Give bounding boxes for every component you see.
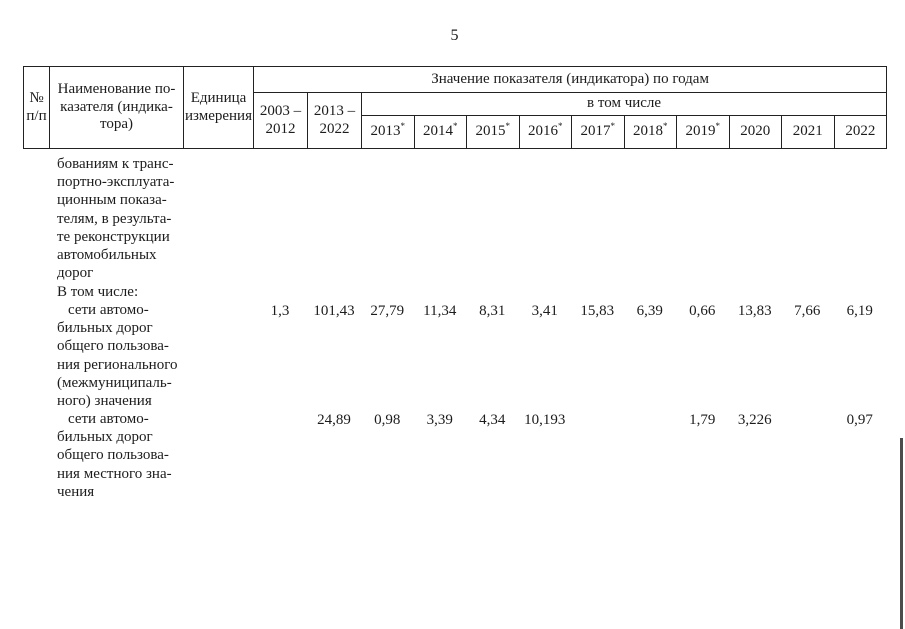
value-cell: 6,19 [846,303,873,319]
value-cell: 0,66 [689,303,716,319]
value-cell: 8,31 [479,303,506,319]
value-cell: 10,193 [524,412,566,428]
year-column-header-2019: 2019* [677,116,730,149]
value-cell: 6,39 [636,303,663,319]
col-header-including: в том числе [362,93,888,116]
year-column-header-2017: 2017* [572,116,625,149]
value-cell: 15,83 [580,303,615,319]
value-cell: 3,41 [531,303,558,319]
indicator-table-header: № п/п Наименование по- казателя (индика-… [23,66,888,149]
value-cell [571,411,624,429]
year-column-header-2022: 2022 [834,116,888,149]
year-column-header-2018: 2018* [624,116,677,149]
value-cell: 7,66 [794,303,821,319]
col-header-num: № п/п [24,67,50,149]
value-cell: 3,226 [737,412,772,428]
scan-edge-artifact [900,438,903,629]
row-regional-values: 1,3 101,43 27,79 11,34 8,31 3,41 15,83 6… [253,302,886,320]
year-column-header-2013: 2013* [362,116,415,149]
year-column-header-2020: 2020 [729,116,782,149]
col-header-unit: Единица измерения [184,67,254,149]
value-cell: 0,98 [374,412,401,428]
value-cell: 24,89 [317,412,351,428]
value-cell [624,411,677,429]
value-cell [253,411,307,429]
value-cell: 101,43 [313,303,355,319]
year-column-header-2014: 2014* [414,116,467,149]
col-header-period-2013-2022: 2013 – 2022 [308,93,362,149]
carryover-text: бованиям к транс- портно-эксплуата- цион… [57,156,175,282]
year-column-header-2015: 2015* [467,116,520,149]
value-cell: 3,39 [426,412,453,428]
value-cell: 27,79 [370,303,405,319]
row-regional-label: сети автомо- бильных дорог общего пользо… [57,302,178,410]
year-column-header-2021: 2021 [782,116,835,149]
value-cell: 1,79 [689,412,716,428]
value-cell: 4,34 [479,412,506,428]
value-cell: 13,83 [737,303,772,319]
page-number: 5 [450,27,459,44]
value-cell: 11,34 [423,303,457,319]
value-cell [781,411,834,429]
value-cell: 0,97 [846,412,873,428]
col-header-period-2003-2012: 2003 – 2012 [254,93,308,149]
year-column-header-2016: 2016* [519,116,572,149]
col-header-values-by-year: Значение показателя (индикатора) по года… [254,67,888,93]
row-local-label: сети автомо- бильных дорог общего пользо… [57,411,172,500]
col-header-name: Наименование по- казателя (индика- тора) [50,67,184,149]
subtotal-label: В том числе: [57,284,139,300]
value-cell: 1,3 [270,303,290,319]
row-local-values: 24,89 0,98 3,39 4,34 10,193 1,79 3,226 0… [253,411,886,429]
